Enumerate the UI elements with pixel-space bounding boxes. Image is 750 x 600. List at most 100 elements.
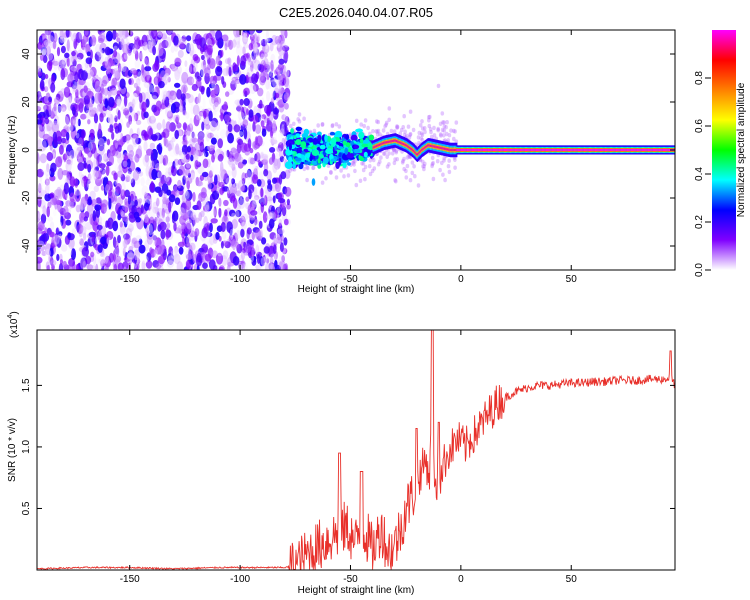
heatmap-cell	[46, 151, 54, 162]
heatmap-cell	[268, 198, 273, 204]
heatmap-cell	[114, 70, 121, 81]
heatmap-cell	[206, 86, 211, 98]
heatmap-cell	[86, 203, 94, 215]
heatmap-cell	[283, 218, 289, 226]
heatmap-cell	[270, 205, 276, 214]
heatmap-cell	[155, 263, 162, 270]
heatmap-cell	[225, 177, 233, 185]
heatmap-cell	[406, 124, 411, 129]
heatmap-cell	[257, 230, 263, 242]
heatmap-cell	[202, 200, 207, 207]
heatmap-cell	[454, 120, 459, 125]
heatmap-cell	[193, 66, 199, 73]
heatmap-cell	[160, 94, 165, 103]
heatmap-cell	[342, 174, 346, 179]
heatmap-cell	[74, 95, 80, 104]
heatmap-cell	[119, 63, 124, 72]
heatmap-cell	[353, 148, 361, 154]
heatmap-cell	[46, 125, 51, 132]
heatmap-cell	[259, 151, 265, 161]
heatmap-cell	[46, 163, 50, 173]
heatmap-cell	[117, 170, 124, 178]
heatmap-cell	[106, 237, 111, 245]
heatmap-cell	[150, 115, 155, 124]
heatmap-cell	[280, 234, 285, 242]
heatmap-cell	[359, 138, 364, 144]
heatmap-cell	[451, 128, 456, 134]
heatmap-cell	[306, 165, 310, 171]
heatmap-cell	[123, 239, 128, 249]
heatmap-cell	[297, 119, 302, 124]
heatmap-cell	[55, 176, 61, 189]
heatmap-cell	[174, 82, 181, 88]
heatmap-cell	[174, 245, 179, 254]
heatmap-cell	[175, 143, 180, 155]
heatmap-cell	[430, 162, 435, 167]
heatmap-cell	[266, 90, 271, 102]
heatmap-cell	[99, 192, 106, 201]
heatmap-cell	[273, 158, 281, 170]
heatmap-cell	[242, 46, 246, 55]
heatmap-cell	[270, 136, 275, 146]
heatmap-cell	[167, 30, 172, 36]
heatmap-cell	[141, 260, 146, 270]
heatmap-cell	[272, 120, 277, 132]
heatmap-cell	[42, 232, 50, 242]
heatmap-cell	[376, 162, 381, 167]
heatmap-cell	[203, 215, 208, 227]
heatmap-cell	[346, 153, 355, 159]
heatmap-cell	[166, 263, 171, 270]
heatmap-cell	[91, 233, 95, 243]
heatmap-cell	[266, 258, 270, 264]
heatmap-cell	[108, 197, 112, 210]
heatmap-cell	[185, 253, 193, 260]
heatmap-cell	[408, 109, 413, 114]
heatmap-cell	[266, 37, 273, 44]
heatmap-cell	[405, 133, 409, 138]
heatmap-cell	[39, 153, 47, 164]
heatmap-marks	[37, 30, 675, 270]
heatmap-cell	[113, 194, 117, 202]
heatmap-cell	[117, 156, 123, 164]
heatmap-cell	[106, 138, 111, 146]
heatmap-cell	[132, 169, 140, 181]
heatmap-cell	[399, 127, 404, 133]
heatmap-cell	[223, 234, 228, 241]
heatmap-cell	[209, 236, 215, 246]
heatmap-cell	[84, 67, 92, 73]
heatmap-cell	[139, 50, 143, 62]
heatmap-cell	[223, 101, 228, 113]
heatmap-cell	[274, 259, 278, 269]
heatmap-cell	[249, 83, 257, 95]
heatmap-cell	[138, 92, 143, 103]
heatmap-cell	[84, 30, 89, 36]
heatmap-cell	[273, 233, 281, 245]
heatmap-cell	[196, 200, 202, 211]
heatmap-cell	[243, 143, 251, 152]
heatmap-cell	[257, 159, 261, 167]
heatmap-cell	[75, 132, 80, 139]
heatmap-cell	[284, 102, 289, 110]
heatmap-cell	[67, 246, 73, 257]
heatmap-cell	[282, 71, 288, 79]
heatmap-cell	[178, 103, 184, 113]
heatmap-cell	[283, 237, 288, 246]
heatmap-cell	[431, 176, 436, 182]
heatmap-cell	[236, 55, 240, 67]
heatmap-cell	[47, 136, 52, 147]
heatmap-cell	[290, 128, 294, 134]
heatmap-cell	[122, 204, 129, 211]
heatmap-cell	[238, 217, 245, 224]
heatmap-cell	[354, 182, 359, 188]
heatmap-cell	[134, 252, 138, 261]
heatmap-cell	[158, 189, 163, 198]
heatmap-cell	[197, 115, 202, 121]
heatmap-cell	[98, 163, 106, 169]
heatmap-cell	[96, 106, 101, 116]
heatmap-cell	[86, 90, 94, 99]
heatmap-cell	[105, 250, 110, 258]
heatmap-cell	[281, 45, 290, 52]
heatmap-cell	[85, 156, 92, 165]
heatmap-cell	[273, 56, 277, 68]
heatmap-cell	[238, 156, 244, 163]
